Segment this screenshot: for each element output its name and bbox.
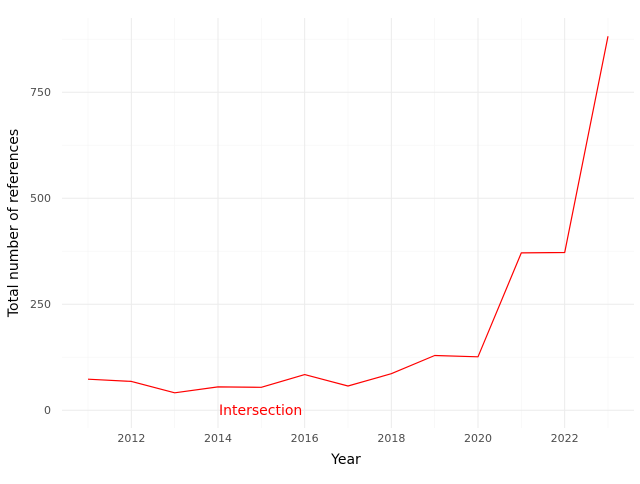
y-tick-label: 0 — [44, 404, 51, 417]
y-tick-label: 250 — [30, 298, 51, 311]
x-axis-tick-labels: 2012 2014 2016 2018 2020 2022 — [117, 432, 578, 445]
y-axis-title: Total number of references — [6, 129, 22, 318]
minor-grid — [62, 18, 634, 428]
x-tick-label: 2014 — [204, 432, 232, 445]
y-axis-tick-labels: 0 250 500 750 — [30, 86, 51, 417]
annotation-layer: Intersection — [219, 403, 302, 419]
y-tick-label: 500 — [30, 192, 51, 205]
series-line — [87, 36, 609, 394]
major-grid — [62, 18, 634, 428]
y-tick-label: 750 — [30, 86, 51, 99]
x-tick-label: 2018 — [377, 432, 405, 445]
x-tick-label: 2022 — [551, 432, 579, 445]
annotation-label: Intersection — [219, 403, 302, 419]
series-layer — [87, 36, 609, 394]
x-axis-title: Year — [330, 452, 361, 468]
x-tick-label: 2020 — [464, 432, 492, 445]
x-tick-label: 2012 — [117, 432, 145, 445]
x-tick-label: 2016 — [291, 432, 319, 445]
